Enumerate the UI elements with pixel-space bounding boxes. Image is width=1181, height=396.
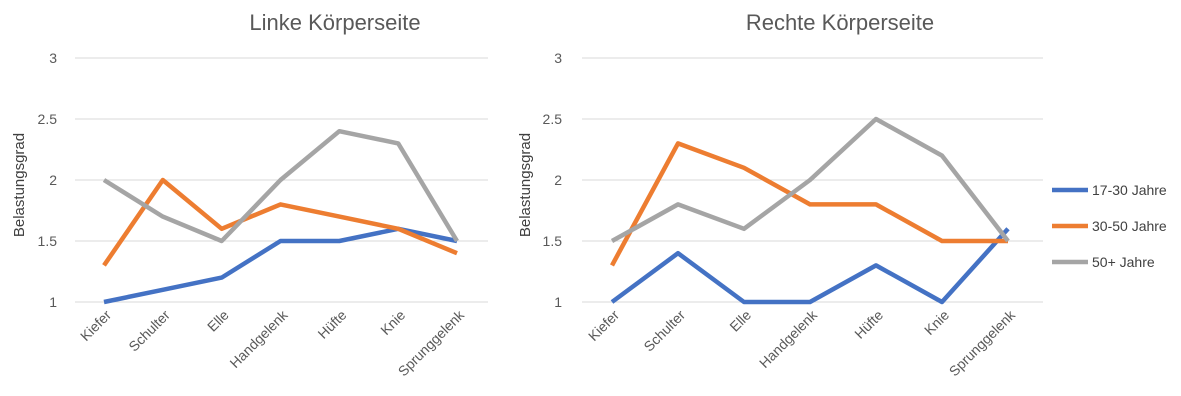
y-tick-label: 2	[49, 172, 57, 188]
chart-title: Rechte Körperseite	[746, 10, 934, 35]
x-tick-label: Schulter	[640, 307, 688, 355]
y-tick-label: 2.5	[38, 111, 58, 127]
series-line-3	[610, 116, 1010, 243]
y-tick-label: 1.5	[543, 233, 563, 249]
legend-label: 50+ Jahre	[1092, 254, 1155, 270]
x-tick-label: Hüfte	[314, 307, 349, 342]
y-tick-label: 2.5	[543, 111, 563, 127]
x-tick-label: Schulter	[125, 307, 173, 355]
series-line-1	[103, 226, 458, 305]
chart-title: Linke Körperseite	[249, 10, 420, 35]
y-tick-label: 1	[554, 294, 562, 310]
y-tick-label: 1	[49, 294, 57, 310]
x-tick-label: Elle	[204, 307, 232, 335]
series-line-1	[610, 227, 1010, 305]
x-tick-label: Sprunggelenk	[946, 306, 1019, 379]
series-line-2	[610, 141, 1008, 267]
x-tick-label: Knie	[921, 307, 952, 338]
y-tick-label: 3	[49, 50, 57, 66]
y-tick-label: 2	[554, 172, 562, 188]
legend: 17-30 Jahre 30-50 Jahre 50+ Jahre	[1052, 182, 1167, 270]
chart-left: Linke Körperseite 1 1.5 2 2.5 3 Belastungsgrad…	[11, 10, 488, 379]
x-tick-label: Kiefer	[77, 307, 114, 344]
legend-label: 30-50 Jahre	[1092, 218, 1167, 234]
x-tick-label: Handgelenk	[226, 306, 291, 371]
x-tick-label: Hüfte	[851, 307, 886, 342]
series-line-3	[102, 128, 459, 244]
series-line-2	[102, 177, 458, 267]
y-tick-label: 3	[554, 50, 562, 66]
legend-label: 17-30 Jahre	[1092, 182, 1167, 198]
y-tick-label: 1.5	[38, 233, 58, 249]
x-tick-label: Elle	[726, 307, 754, 335]
x-tick-label: Handgelenk	[756, 306, 821, 371]
y-axis-label: Belastungsgrad	[517, 133, 534, 237]
x-tick-label: Kiefer	[585, 307, 622, 344]
x-tick-label: Knie	[377, 307, 408, 338]
chart-right: Rechte Körperseite 1 1.5 2 2.5 3 Belastungsgra…	[517, 10, 1043, 379]
y-axis-label: Belastungsgrad	[11, 133, 28, 237]
